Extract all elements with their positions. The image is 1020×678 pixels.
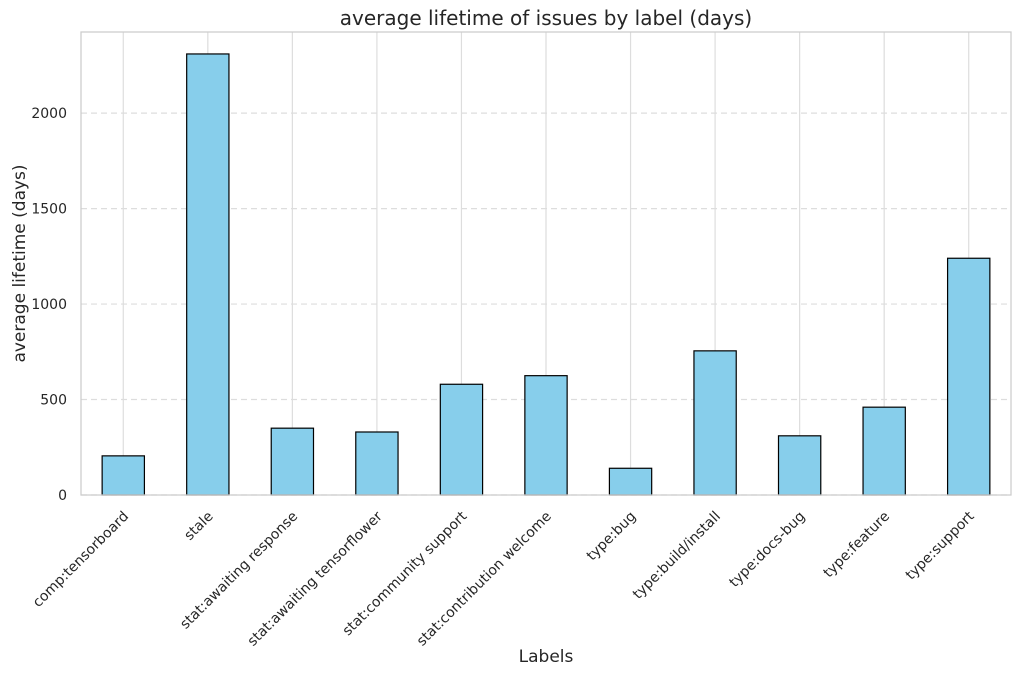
chart-title: average lifetime of issues by label (day…: [340, 6, 752, 30]
y-tick-label: 1000: [31, 297, 67, 313]
x-tick-label: stat:awaiting tensorflower: [245, 508, 386, 649]
bar-layer: [101, 53, 991, 496]
bar: [946, 257, 991, 496]
y-tick-label: 2000: [31, 106, 67, 122]
y-tick-label: 1500: [31, 202, 67, 218]
bar: [524, 375, 568, 496]
bar: [186, 53, 230, 496]
x-tick-label: type:bug: [584, 509, 640, 565]
bar: [270, 427, 315, 496]
y-axis-label: average lifetime (days): [10, 164, 30, 362]
bar: [862, 406, 906, 496]
bar: [439, 383, 484, 496]
y-tick-label: 500: [40, 393, 67, 409]
x-axis-label: Labels: [519, 647, 574, 667]
bar: [608, 467, 653, 496]
x-tick-label: type:build/install: [630, 509, 724, 603]
y-tick-labels: 0 500 1000 1500 2000: [31, 106, 67, 504]
x-tick-label: type:support: [903, 508, 978, 583]
plot-frame: [80, 31, 1012, 496]
bar: [355, 431, 399, 496]
x-tick-label: comp:tensorboard: [30, 509, 132, 611]
x-tick-label: type:feature: [820, 509, 893, 582]
x-tick-label: stat:contribution welcome: [414, 509, 555, 650]
x-tick-label: stale: [181, 509, 216, 544]
bar: [777, 435, 822, 496]
y-tick-label: 0: [58, 488, 67, 504]
bar: [693, 350, 737, 496]
x-tick-label: type:docs-bug: [726, 509, 808, 591]
bar: [101, 455, 146, 496]
